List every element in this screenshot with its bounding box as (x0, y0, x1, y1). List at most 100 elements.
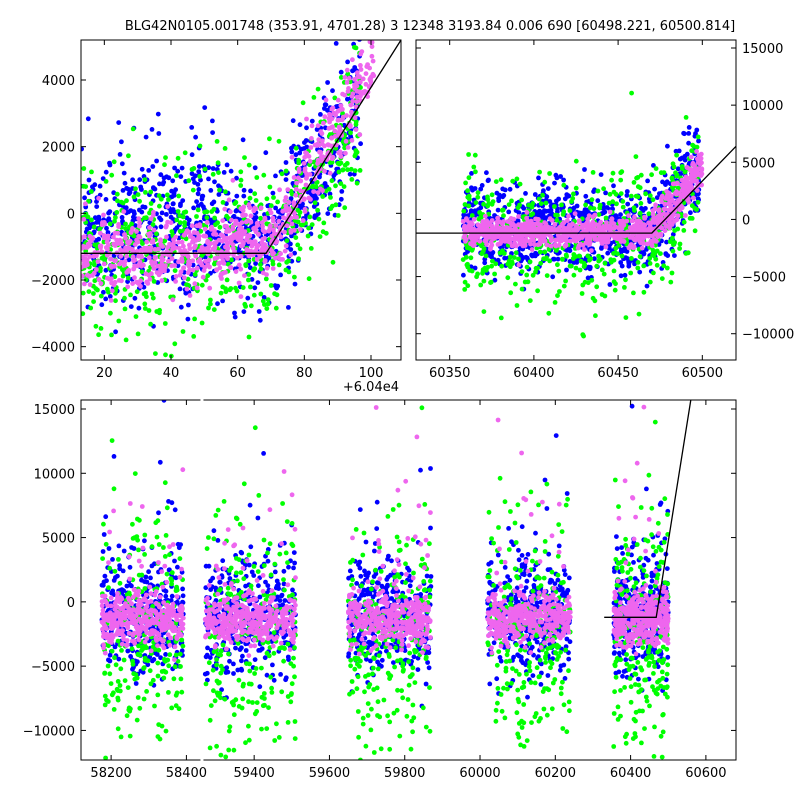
data-point (596, 253, 601, 259)
data-point (200, 274, 206, 280)
data-point (126, 191, 132, 197)
data-point (336, 129, 342, 135)
data-point (610, 170, 616, 176)
data-point (607, 191, 613, 197)
data-point (595, 198, 601, 204)
data-point (613, 191, 619, 197)
data-point (172, 245, 178, 251)
data-point (628, 270, 634, 276)
data-point (122, 306, 128, 312)
data-point (196, 259, 201, 264)
data-point (297, 227, 303, 232)
data-point (181, 243, 186, 249)
data-point (629, 226, 635, 232)
data-point (684, 165, 690, 170)
data-point (154, 158, 160, 164)
data-point (260, 236, 266, 242)
data-point (178, 269, 184, 275)
data-point (528, 241, 533, 247)
data-point (125, 275, 131, 281)
data-point (233, 285, 238, 291)
data-point (158, 655, 164, 661)
data-point (492, 271, 497, 277)
data-point (547, 258, 553, 264)
data-point (161, 400, 167, 403)
data-point (189, 125, 195, 130)
data-point (517, 181, 523, 187)
data-point (256, 232, 261, 237)
data-point (130, 254, 136, 260)
data-point (199, 244, 205, 250)
data-point (122, 259, 128, 264)
data-point (580, 178, 586, 184)
data-point (672, 240, 677, 245)
data-point (341, 122, 347, 128)
data-point (222, 206, 228, 212)
data-point (240, 285, 246, 290)
data-point (338, 103, 344, 108)
data-point (350, 57, 355, 63)
y-tick-label: −5000 (742, 271, 786, 286)
data-point (107, 160, 112, 166)
data-point (87, 254, 93, 260)
data-point (204, 215, 210, 221)
data-point (578, 241, 583, 247)
data-point (104, 252, 110, 258)
data-point (352, 44, 357, 50)
data-point (535, 288, 540, 294)
data-point (494, 223, 500, 229)
data-point (555, 212, 560, 218)
data-point (214, 139, 220, 144)
data-point (153, 351, 158, 356)
data-point (506, 226, 512, 231)
data-point (629, 218, 635, 224)
data-point (618, 273, 624, 279)
data-point (107, 221, 113, 227)
data-point (270, 218, 276, 224)
model-line (81, 40, 401, 254)
data-point (224, 251, 230, 257)
data-point (311, 189, 316, 195)
data-point (605, 239, 611, 245)
data-point (197, 223, 203, 229)
y-tick-label: −4000 (31, 341, 75, 356)
data-point (595, 188, 601, 194)
data-point (94, 220, 99, 225)
data-point (686, 125, 692, 130)
data-point (104, 578, 109, 584)
data-point (245, 247, 251, 253)
data-point (669, 270, 675, 276)
data-point (333, 41, 339, 46)
data-point (120, 248, 125, 254)
data-point (100, 220, 105, 226)
data-point (251, 267, 256, 273)
data-point (471, 216, 477, 222)
data-point (516, 214, 521, 219)
data-point (532, 253, 538, 259)
data-point (246, 277, 251, 283)
data-point (120, 267, 125, 273)
data-point (653, 256, 659, 262)
data-point (681, 228, 687, 233)
data-point (622, 272, 628, 278)
data-point (481, 309, 487, 314)
data-point (328, 206, 334, 212)
data-point (288, 196, 294, 201)
data-point (258, 205, 264, 211)
data-point (113, 298, 118, 304)
data-point (174, 217, 180, 223)
data-point (252, 205, 258, 211)
data-point (358, 67, 364, 72)
data-point (477, 238, 483, 244)
data-point (513, 250, 519, 256)
data-point (165, 192, 170, 198)
data-point (475, 271, 480, 277)
data-point (143, 134, 149, 140)
data-point (348, 166, 354, 172)
data-point (659, 225, 665, 231)
data-point (338, 75, 344, 80)
data-point (640, 249, 646, 255)
data-point (132, 211, 137, 217)
data-point (144, 279, 150, 285)
data-point (514, 176, 520, 182)
